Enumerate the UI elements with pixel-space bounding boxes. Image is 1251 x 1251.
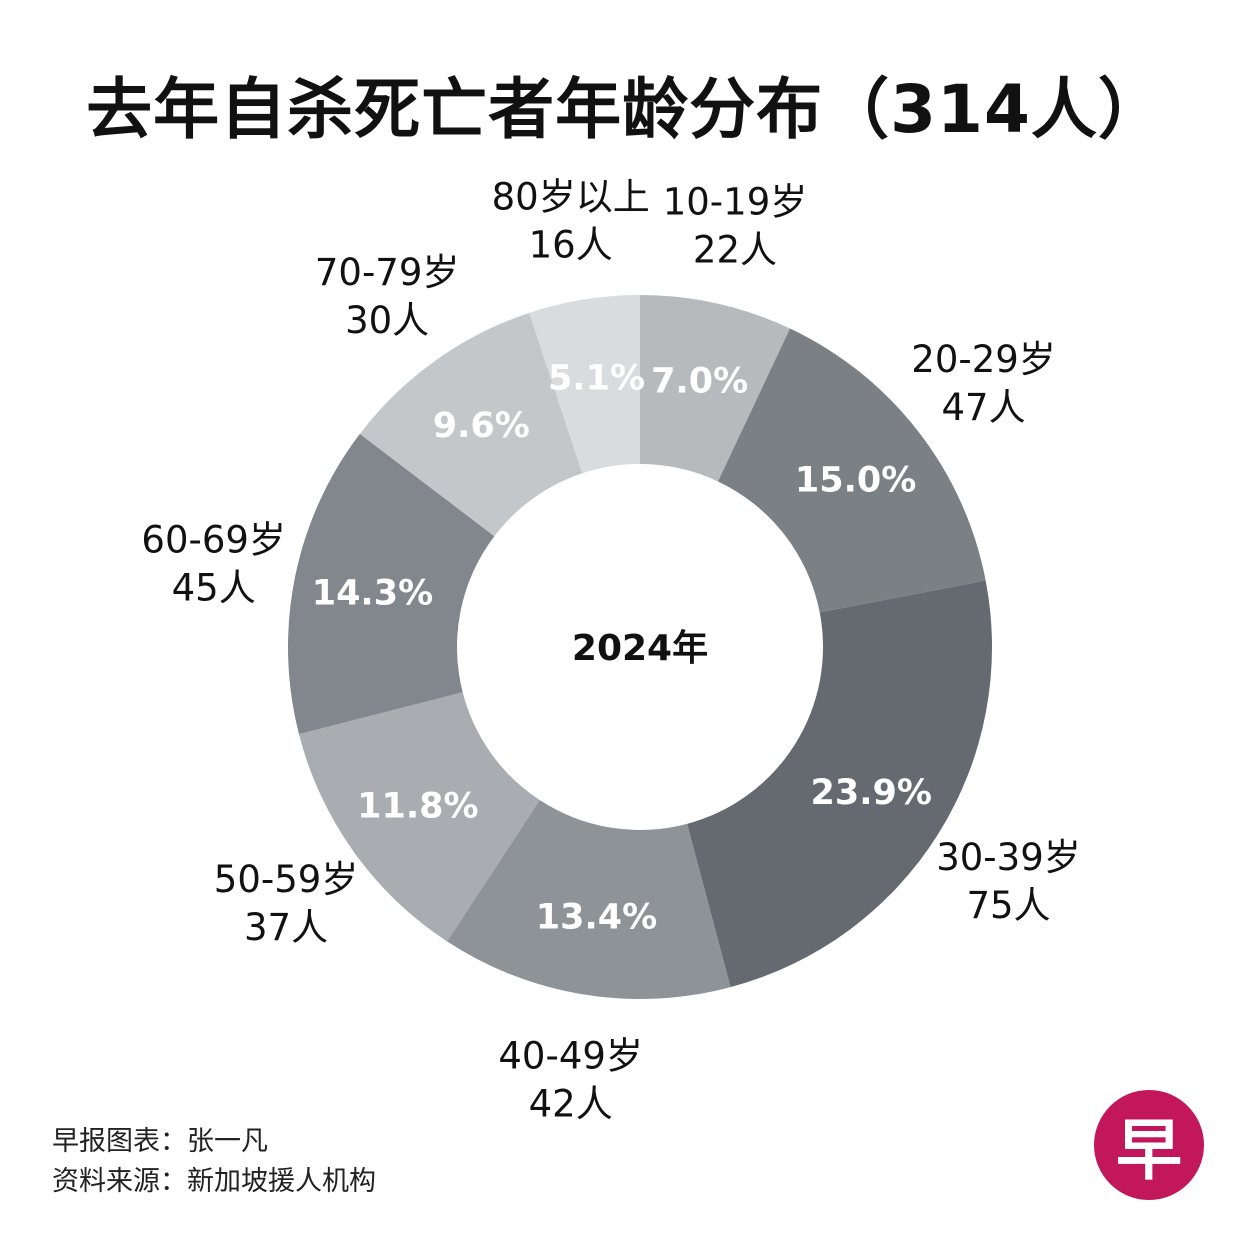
category-labels: 10-19岁 22人 20-29岁 47人 30-39岁 75人 40-49岁 42人 50-5…	[141, 176, 1080, 1126]
percent-labels: 7.0% 15.0% 23.9% 13.4% 11.8% 14.3% 9.6% 5.1%	[312, 358, 932, 937]
percent-label: 5.1%	[548, 358, 645, 398]
source-text: 资料来源：新加坡援人机构	[52, 1166, 376, 1197]
category-count: 47人	[942, 386, 1026, 429]
percent-label: 15.0%	[795, 461, 916, 501]
category-label: 10-19岁 22人	[663, 180, 808, 271]
category-label: 50-59岁 37人	[214, 858, 359, 949]
footer: 早报图表：张一凡 资料来源：新加坡援人机构	[52, 1122, 376, 1202]
category-count: 22人	[693, 228, 777, 271]
slice-10-19岁	[640, 295, 791, 482]
category-name: 60-69岁	[141, 519, 286, 562]
category-label: 40-49岁 42人	[498, 1034, 643, 1125]
category-count: 37人	[244, 906, 328, 949]
slice-70-79岁	[359, 312, 583, 537]
center-label: 2024年	[572, 628, 708, 669]
category-count: 16人	[529, 224, 613, 267]
category-label: 20-29岁 47人	[911, 338, 1056, 429]
percent-label: 9.6%	[433, 406, 530, 446]
percent-label: 14.3%	[312, 574, 433, 614]
category-count: 30人	[345, 299, 429, 342]
chart-title: 去年自杀死亡者年龄分布（314人）	[86, 71, 1165, 148]
percent-label: 23.9%	[811, 773, 932, 813]
donut-slices	[288, 295, 993, 1000]
category-name: 50-59岁	[214, 858, 359, 901]
category-name: 30-39岁	[936, 836, 1081, 879]
slice-20-29岁	[717, 328, 986, 613]
category-name: 10-19岁	[663, 180, 808, 223]
percent-label: 7.0%	[651, 362, 748, 402]
category-label: 70-79岁 30人	[315, 251, 460, 342]
percent-label: 11.8%	[357, 787, 478, 827]
category-name: 80岁以上	[492, 176, 650, 219]
category-label: 80岁以上 16人	[492, 176, 650, 267]
credit-text: 早报图表：张一凡	[52, 1126, 268, 1157]
zaobao-logo: 早	[1094, 1090, 1204, 1200]
slice-60-69岁	[288, 433, 495, 735]
percent-label: 13.4%	[536, 898, 657, 938]
category-count: 42人	[529, 1082, 613, 1125]
slice-40-49岁	[447, 800, 731, 1000]
category-name: 70-79岁	[315, 251, 460, 294]
category-label: 30-39岁 75人	[936, 836, 1081, 927]
category-name: 40-49岁	[498, 1034, 643, 1077]
slice-80岁以上	[529, 295, 640, 474]
category-count: 45人	[172, 567, 256, 610]
category-name: 20-29岁	[911, 338, 1056, 381]
slice-30-39岁	[687, 580, 993, 988]
slice-50-59岁	[298, 692, 540, 942]
category-count: 75人	[966, 884, 1050, 927]
category-label: 60-69岁 45人	[141, 519, 286, 610]
